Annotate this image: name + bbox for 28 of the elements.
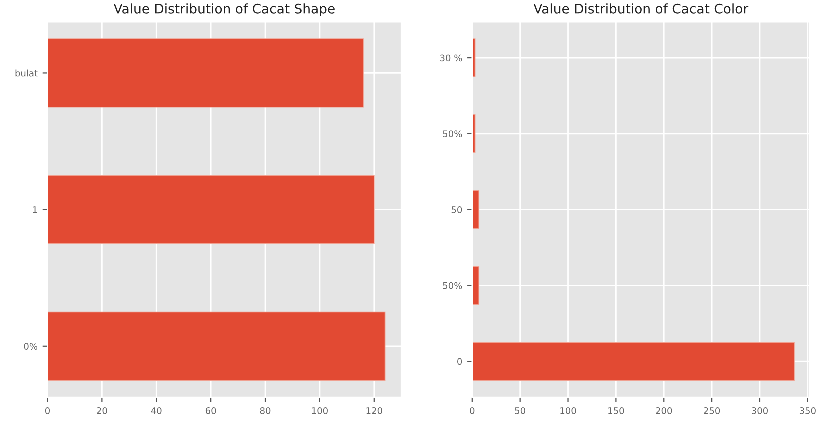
y-tick-label: 50 (452, 206, 462, 214)
x-tick-label: 40 (151, 408, 162, 414)
x-tick-label: 200 (656, 408, 672, 414)
x-tick-label: 120 (366, 408, 382, 414)
y-tick-label: 0 (458, 358, 462, 366)
x-tick-label: 100 (312, 408, 328, 414)
bar (472, 342, 795, 381)
y-tick-label: 0% (24, 343, 38, 350)
y-tick-label: bulat (16, 70, 38, 77)
bar (472, 266, 480, 306)
x-tick-label: 0 (45, 408, 50, 414)
x-tick-label: 150 (608, 408, 624, 414)
y-tick-label: 50% (443, 282, 462, 290)
x-tick-label: 250 (704, 408, 720, 414)
x-tick-label: 300 (752, 408, 768, 414)
x-tick-label: 20 (97, 408, 108, 414)
x-tick-label: 50 (515, 408, 526, 414)
chart-title: Value Distribution of Cacat Color (534, 4, 749, 14)
y-tick-label: 1 (33, 206, 38, 214)
x-tick-label: 100 (560, 408, 576, 414)
chart-title: Value Distribution of Cacat Shape (114, 4, 335, 16)
x-tick-label: 60 (206, 408, 216, 414)
bar (472, 190, 480, 230)
x-tick-label: 350 (800, 408, 816, 414)
y-tick-label: 50% (443, 130, 462, 138)
x-tick-label: 0 (470, 408, 475, 414)
y-tick-label: 30 % (440, 54, 462, 62)
x-tick-label: 80 (260, 408, 271, 414)
